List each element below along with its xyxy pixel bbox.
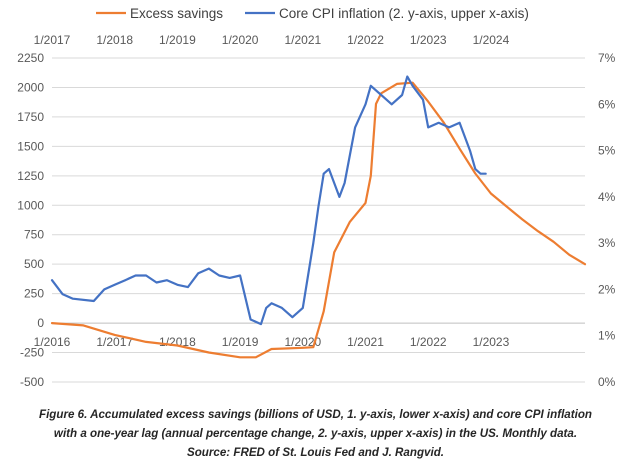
y1-tick-label: 0 (37, 316, 44, 330)
series-line-excess-savings (50, 81, 587, 359)
x-lower-tick-label: 1/2016 (34, 335, 71, 349)
legend-label-excess-savings: Excess savings (130, 6, 223, 21)
y2-tick-label: 1% (598, 329, 616, 343)
y2-tick-label: 2% (598, 282, 616, 296)
y1-tick-label: 2000 (17, 80, 44, 94)
y1-tick-label: 750 (24, 228, 44, 242)
caption-line-1: Figure 6. Accumulated excess savings (bi… (38, 408, 592, 421)
x-upper-tick-label: 1/2019 (159, 33, 196, 47)
figure-caption: Figure 6. Accumulated excess savings (bi… (0, 405, 631, 462)
y1-tick-label: -500 (20, 375, 44, 389)
x-lower-tick-label: 1/2018 (159, 335, 196, 349)
y1-tick-label: 500 (24, 257, 44, 271)
x-lower-tick-label: 1/2023 (473, 335, 510, 349)
y2-tick-label: 7% (598, 51, 616, 65)
tick-labels: 2250 2000 1750 1500 1250 1000 750 500 250 0 -250 -5… (17, 33, 615, 389)
series-lines (50, 75, 587, 359)
y2-tick-label: 5% (598, 144, 616, 158)
series-line-core-cpi (50, 75, 487, 326)
x-lower-tick-label: 1/2020 (284, 335, 321, 349)
x-upper-tick-label: 1/2021 (284, 33, 321, 47)
y1-tick-label: 1500 (17, 139, 44, 153)
caption-line-2: with a one-year lag (annual percentage c… (53, 427, 578, 440)
y1-tick-label: 1250 (17, 169, 44, 183)
chart: 2250 2000 1750 1500 1250 1000 750 500 250 0 -250 -5… (17, 6, 615, 389)
y2-tick-label: 4% (598, 190, 616, 204)
x-lower-tick-label: 1/2017 (96, 335, 133, 349)
y2-tick-label: 6% (598, 97, 616, 111)
x-upper-tick-label: 1/2017 (34, 33, 71, 47)
legend: Excess savings Core CPI inflation (2. y-… (96, 6, 529, 21)
gridlines (52, 57, 585, 383)
x-lower-tick-label: 1/2022 (410, 335, 447, 349)
y1-tick-label: 2250 (17, 51, 44, 65)
y1-tick-label: 1750 (17, 110, 44, 124)
x-upper-tick-label: 1/2023 (410, 33, 447, 47)
y2-tick-label: 0% (598, 375, 616, 389)
y1-tick-label: -250 (20, 346, 44, 360)
y1-tick-label: 1000 (17, 198, 44, 212)
x-upper-tick-label: 1/2018 (96, 33, 133, 47)
caption-line-3: Source: FRED of St. Louis Fed and J. Ran… (186, 446, 444, 459)
x-lower-tick-label: 1/2021 (347, 335, 384, 349)
x-upper-tick-label: 1/2024 (473, 33, 510, 47)
y2-tick-label: 3% (598, 236, 616, 250)
y1-tick-label: 250 (24, 287, 44, 301)
x-lower-tick-label: 1/2019 (222, 335, 259, 349)
x-upper-tick-label: 1/2022 (347, 33, 384, 47)
x-upper-tick-label: 1/2020 (222, 33, 259, 47)
legend-label-core-cpi: Core CPI inflation (2. y-axis, upper x-a… (279, 6, 529, 21)
